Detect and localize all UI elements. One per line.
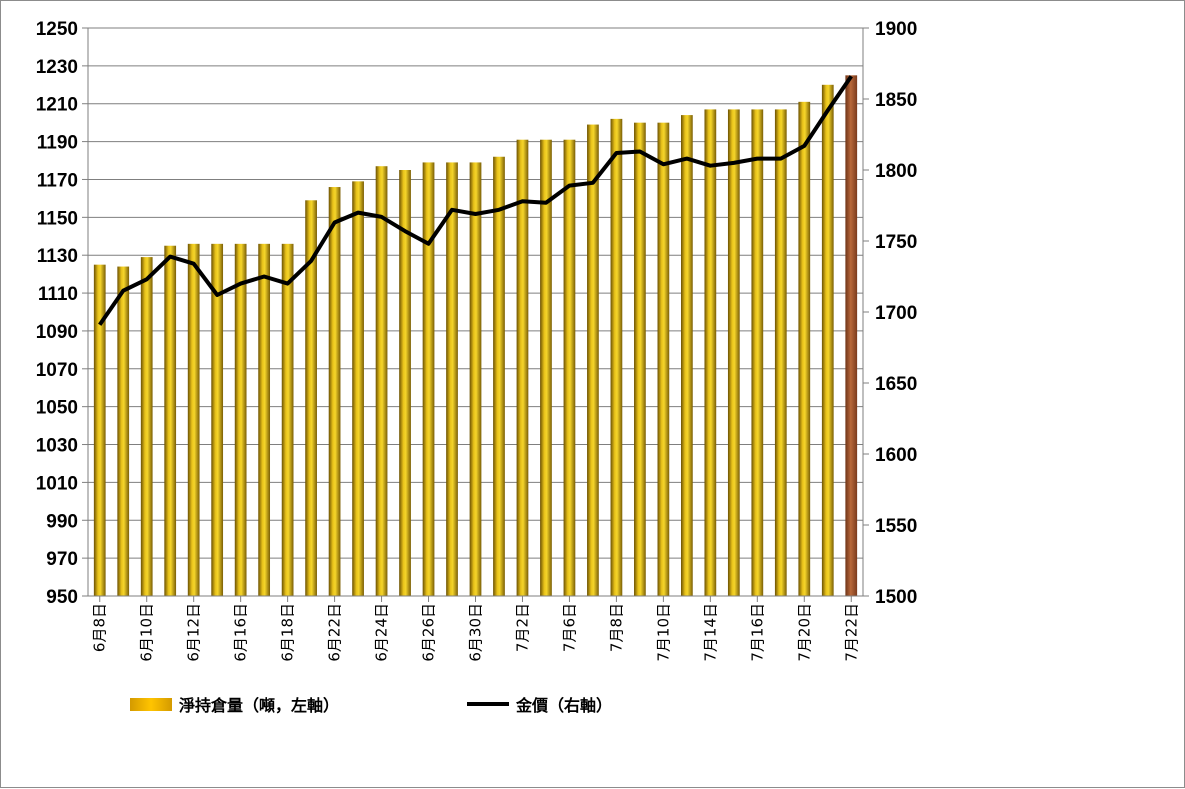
bar (516, 139, 529, 596)
bar (399, 170, 411, 596)
x-tick-label: 6月12日 (185, 603, 203, 662)
bar (821, 84, 834, 597)
bar (422, 162, 435, 596)
x-tick-label: 6月18日 (279, 603, 297, 662)
left-tick-label: 990 (46, 511, 78, 532)
x-tick-label: 6月22日 (326, 603, 344, 662)
bar (305, 200, 317, 596)
left-tick-label: 1230 (36, 57, 78, 78)
x-tick-label: 7月16日 (748, 603, 766, 662)
bar (140, 257, 153, 596)
bar (845, 75, 858, 597)
left-tick-label: 1150 (37, 208, 78, 229)
x-tick-label: 6月8日 (91, 603, 109, 652)
x-tick-label: 6月26日 (420, 603, 438, 662)
right-tick-label: 1600 (875, 445, 917, 466)
left-tick-label: 1070 (36, 360, 78, 381)
bar (774, 109, 787, 596)
bar (469, 162, 482, 596)
bar (563, 139, 576, 596)
x-tick-label: 7月2日 (514, 603, 532, 652)
x-tick-label: 7月20日 (795, 603, 813, 662)
left-tick-label: 1170 (37, 170, 78, 191)
x-tick-label: 6月10日 (138, 603, 156, 662)
left-tick-label: 1110 (38, 284, 78, 305)
bar (211, 243, 224, 596)
x-tick-label: 7月8日 (607, 603, 625, 652)
left-tick-label: 1250 (36, 19, 78, 40)
left-tick-label: 950 (46, 587, 78, 608)
bar (751, 109, 764, 596)
bar (446, 162, 458, 596)
x-tick-label: 6月24日 (373, 603, 391, 662)
left-axis-ticks: 950 970 990 1010 1030 1050 1070 1090 1110 1130 115… (36, 19, 88, 608)
right-tick-label: 1850 (875, 90, 917, 111)
x-tick-label: 6月16日 (232, 603, 250, 662)
bar (164, 245, 177, 596)
x-axis-ticks: 6月8日 6月10日 6月12日 6月16日 6月18日 6月22日 6月24日 6月26日 6… (91, 596, 860, 662)
legend-label-net-holdings: 淨持倉量（噸，左軸） (179, 696, 339, 715)
bar (634, 122, 646, 597)
bar (375, 166, 388, 597)
bar (117, 266, 130, 596)
bar (727, 109, 740, 596)
left-tick-label: 1090 (36, 322, 78, 343)
bar (234, 243, 247, 596)
gold-price-line (98, 75, 853, 326)
bar (328, 187, 341, 597)
left-tick-label: 1130 (37, 246, 78, 267)
bar (657, 122, 670, 597)
left-tick-label: 1190 (37, 133, 78, 154)
bar (93, 264, 106, 596)
x-tick-label: 7月6日 (560, 603, 578, 652)
legend: 淨持倉量（噸，左軸） 金價（右軸） (130, 696, 612, 715)
right-tick-label: 1800 (875, 161, 917, 182)
left-tick-label: 1050 (36, 398, 78, 419)
right-axis-ticks: 1500 1550 1600 1650 1700 1750 1800 1850 1900 (863, 19, 917, 608)
right-tick-label: 1900 (875, 19, 917, 40)
right-tick-label: 1550 (875, 516, 917, 537)
bar (798, 101, 811, 596)
bar (610, 118, 623, 596)
bars-series-net-holdings (93, 75, 858, 597)
bar (704, 109, 717, 596)
bar (493, 156, 505, 596)
line-series-gold-price (98, 75, 853, 326)
right-tick-label: 1500 (875, 587, 917, 608)
x-tick-label: 7月22日 (842, 603, 860, 662)
bar (352, 181, 364, 597)
bar (680, 115, 693, 597)
left-tick-label: 970 (46, 549, 78, 570)
x-tick-label: 7月10日 (654, 603, 672, 662)
right-tick-label: 1700 (875, 303, 917, 324)
bar (258, 243, 271, 596)
legend-label-gold-price: 金價（右軸） (515, 696, 612, 715)
x-tick-label: 6月30日 (467, 603, 485, 662)
legend-swatch-net-holdings (130, 698, 172, 711)
bar (540, 139, 552, 596)
right-tick-label: 1750 (875, 232, 917, 253)
bar (281, 243, 294, 596)
left-tick-label: 1210 (36, 95, 78, 116)
right-tick-label: 1650 (875, 374, 917, 395)
bar (187, 243, 200, 596)
bar (587, 124, 599, 596)
left-tick-label: 1010 (36, 473, 78, 494)
x-tick-label: 7月14日 (701, 603, 719, 662)
left-tick-label: 1030 (36, 436, 78, 457)
